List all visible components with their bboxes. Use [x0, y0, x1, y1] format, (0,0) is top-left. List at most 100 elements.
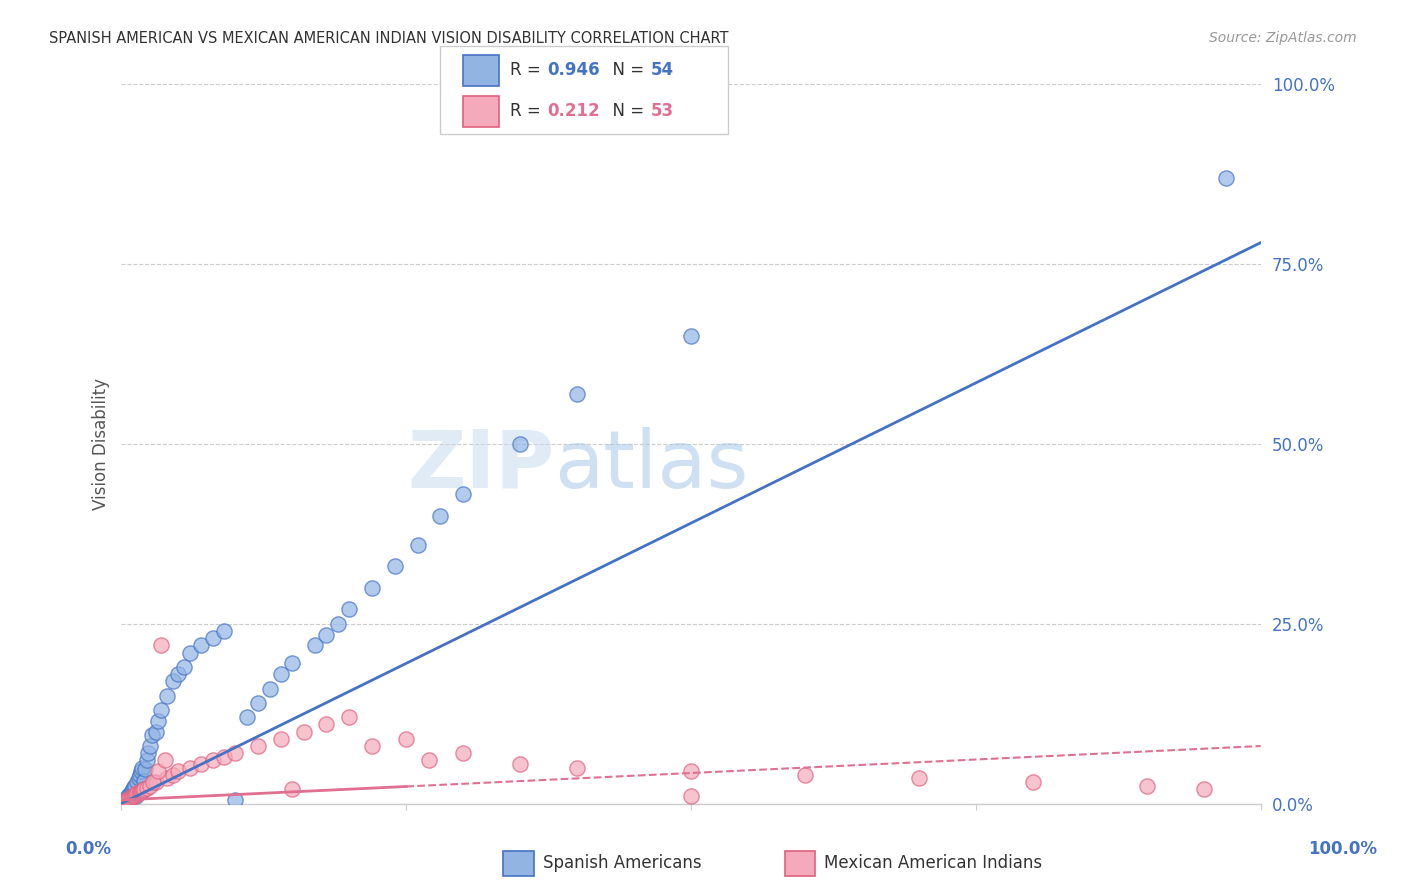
Point — [125, 787, 148, 801]
Point — [128, 786, 150, 800]
Point — [136, 746, 159, 760]
Point — [135, 753, 157, 767]
Point — [451, 746, 474, 760]
Point — [129, 784, 152, 798]
Text: SPANISH AMERICAN VS MEXICAN AMERICAN INDIAN VISION DISABILITY CORRELATION CHART: SPANISH AMERICAN VS MEXICAN AMERICAN IND… — [49, 31, 728, 46]
Point — [406, 538, 429, 552]
Point — [162, 768, 184, 782]
Point — [129, 764, 152, 779]
Point — [224, 793, 246, 807]
Point — [120, 790, 142, 805]
Point — [270, 667, 292, 681]
Point — [128, 785, 150, 799]
Text: Source: ZipAtlas.com: Source: ZipAtlas.com — [1209, 31, 1357, 45]
Point — [259, 681, 281, 696]
Point — [167, 764, 190, 779]
Point — [145, 724, 167, 739]
Point — [212, 749, 235, 764]
Point — [124, 788, 146, 802]
Text: 0.0%: 0.0% — [66, 840, 111, 858]
Point — [122, 780, 145, 794]
Text: R =: R = — [510, 62, 547, 79]
Point — [121, 783, 143, 797]
Point — [156, 689, 179, 703]
Point — [121, 782, 143, 797]
Point — [125, 789, 148, 804]
Point — [337, 710, 360, 724]
Point — [1192, 782, 1215, 797]
Y-axis label: Vision Disability: Vision Disability — [93, 378, 110, 510]
Point — [139, 779, 162, 793]
Point — [270, 731, 292, 746]
Point — [139, 739, 162, 753]
Point — [156, 772, 179, 786]
Point — [127, 775, 149, 789]
Point — [326, 616, 349, 631]
Point — [679, 789, 702, 804]
Text: 100.0%: 100.0% — [1308, 840, 1378, 858]
Point — [115, 793, 138, 807]
Point — [117, 789, 139, 804]
Point — [201, 631, 224, 645]
Text: 0.946: 0.946 — [547, 62, 599, 79]
Point — [190, 757, 212, 772]
Point — [1136, 779, 1159, 793]
Point — [120, 786, 142, 800]
Point — [127, 787, 149, 801]
Point — [117, 792, 139, 806]
Point — [190, 638, 212, 652]
Point — [292, 724, 315, 739]
Point — [167, 667, 190, 681]
Text: Mexican American Indians: Mexican American Indians — [824, 855, 1042, 872]
Point — [153, 753, 176, 767]
Point — [361, 739, 384, 753]
Point — [509, 757, 531, 772]
Point — [132, 783, 155, 797]
Text: 53: 53 — [651, 103, 673, 120]
Point — [679, 764, 702, 779]
Point — [429, 508, 451, 523]
Point — [112, 795, 135, 809]
Point — [134, 782, 156, 797]
Point — [114, 794, 136, 808]
Point — [395, 731, 418, 746]
Point — [337, 602, 360, 616]
Point — [146, 714, 169, 728]
Point — [141, 728, 163, 742]
Point — [128, 772, 150, 786]
Point — [131, 761, 153, 775]
Text: Spanish Americans: Spanish Americans — [543, 855, 702, 872]
Text: 0.212: 0.212 — [547, 103, 599, 120]
Point — [146, 764, 169, 779]
Text: R =: R = — [510, 103, 547, 120]
Point — [179, 761, 201, 775]
Point — [134, 773, 156, 788]
Point — [145, 775, 167, 789]
Point — [121, 789, 143, 804]
Point — [132, 782, 155, 797]
Point — [118, 788, 141, 802]
Point — [565, 386, 588, 401]
Point — [1215, 170, 1237, 185]
Point — [115, 793, 138, 807]
Point — [142, 775, 165, 789]
Point — [135, 780, 157, 795]
Point — [131, 783, 153, 797]
Point — [247, 696, 270, 710]
Point — [304, 638, 326, 652]
Point — [115, 794, 138, 808]
Point — [212, 624, 235, 638]
Point — [124, 779, 146, 793]
Point — [247, 739, 270, 753]
Point — [173, 660, 195, 674]
Point — [509, 437, 531, 451]
Point — [150, 703, 173, 717]
Text: N =: N = — [602, 103, 650, 120]
Point — [179, 646, 201, 660]
Point — [121, 790, 143, 805]
Point — [134, 762, 156, 776]
Point — [908, 772, 931, 786]
Point — [224, 746, 246, 760]
Point — [281, 782, 304, 797]
Text: 54: 54 — [651, 62, 673, 79]
